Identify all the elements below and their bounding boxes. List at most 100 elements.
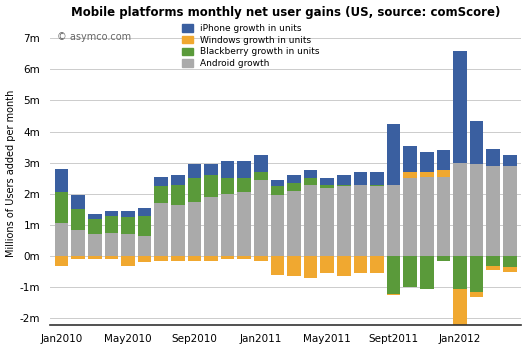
Text: © asymco.com: © asymco.com bbox=[57, 32, 131, 42]
Bar bbox=[503, 155, 516, 166]
Bar bbox=[436, 150, 450, 170]
Bar bbox=[420, 172, 434, 177]
Bar bbox=[55, 169, 69, 192]
Bar bbox=[486, 149, 500, 166]
Bar bbox=[88, 234, 102, 256]
Bar bbox=[337, 175, 350, 184]
Bar bbox=[171, 256, 184, 261]
Bar bbox=[470, 121, 483, 164]
Bar bbox=[204, 256, 218, 261]
Bar bbox=[55, 223, 69, 256]
Bar bbox=[121, 211, 135, 217]
Bar bbox=[387, 256, 401, 294]
Bar bbox=[270, 256, 284, 275]
Bar bbox=[436, 256, 450, 261]
Bar bbox=[138, 236, 151, 256]
Bar bbox=[154, 203, 168, 256]
Bar bbox=[354, 172, 367, 184]
Bar bbox=[304, 170, 317, 178]
Bar bbox=[403, 172, 417, 178]
Bar bbox=[470, 292, 483, 297]
Bar bbox=[237, 161, 251, 178]
Bar bbox=[188, 178, 201, 202]
Bar bbox=[470, 256, 483, 292]
Bar bbox=[370, 186, 384, 256]
Bar bbox=[254, 172, 268, 180]
Bar bbox=[287, 183, 301, 191]
Bar bbox=[88, 219, 102, 234]
Bar bbox=[337, 184, 350, 186]
Bar bbox=[420, 152, 434, 172]
Bar bbox=[287, 256, 301, 276]
Bar bbox=[104, 256, 118, 259]
Bar bbox=[370, 256, 384, 273]
Bar bbox=[121, 217, 135, 234]
Bar bbox=[237, 192, 251, 256]
Bar bbox=[138, 216, 151, 236]
Bar bbox=[254, 180, 268, 256]
Bar bbox=[287, 191, 301, 256]
Bar bbox=[204, 164, 218, 175]
Bar bbox=[138, 208, 151, 216]
Bar bbox=[71, 230, 85, 256]
Bar bbox=[304, 178, 317, 184]
Bar bbox=[354, 256, 367, 273]
Bar bbox=[88, 214, 102, 219]
Bar bbox=[503, 166, 516, 256]
Bar bbox=[503, 256, 516, 267]
Bar bbox=[270, 186, 284, 195]
Bar bbox=[237, 178, 251, 192]
Bar bbox=[171, 184, 184, 205]
Bar bbox=[204, 197, 218, 256]
Bar bbox=[71, 256, 85, 259]
Bar bbox=[254, 256, 268, 261]
Bar bbox=[270, 195, 284, 256]
Bar bbox=[486, 256, 500, 266]
Bar bbox=[171, 175, 184, 184]
Bar bbox=[420, 256, 434, 289]
Bar bbox=[436, 177, 450, 256]
Bar bbox=[154, 186, 168, 203]
Bar bbox=[337, 186, 350, 256]
Bar bbox=[55, 192, 69, 223]
Bar bbox=[88, 256, 102, 259]
Bar bbox=[387, 124, 401, 184]
Bar bbox=[320, 188, 334, 256]
Bar bbox=[287, 175, 301, 183]
Bar bbox=[104, 211, 118, 216]
Bar bbox=[221, 161, 235, 178]
Bar bbox=[138, 256, 151, 262]
Bar bbox=[71, 195, 85, 209]
Bar bbox=[270, 180, 284, 186]
Bar bbox=[154, 177, 168, 186]
Bar bbox=[453, 256, 467, 289]
Bar bbox=[237, 256, 251, 259]
Legend: iPhone growth in units, Windows growth in units, Blackberry growth in units, And: iPhone growth in units, Windows growth i… bbox=[182, 24, 319, 68]
Bar bbox=[121, 234, 135, 256]
Bar bbox=[387, 294, 401, 295]
Bar bbox=[403, 146, 417, 172]
Bar bbox=[320, 184, 334, 188]
Bar bbox=[104, 233, 118, 256]
Bar bbox=[403, 256, 417, 287]
Bar bbox=[221, 256, 235, 259]
Bar bbox=[436, 170, 450, 177]
Bar bbox=[71, 209, 85, 230]
Bar bbox=[453, 289, 467, 346]
Bar bbox=[337, 256, 350, 276]
Bar bbox=[104, 216, 118, 233]
Bar bbox=[420, 177, 434, 256]
Bar bbox=[503, 267, 516, 272]
Bar bbox=[320, 178, 334, 184]
Title: Mobile platforms monthly net user gains (US, source: comScore): Mobile platforms monthly net user gains … bbox=[71, 6, 500, 19]
Bar bbox=[370, 172, 384, 184]
Bar bbox=[304, 256, 317, 278]
Bar bbox=[254, 155, 268, 172]
Bar bbox=[453, 50, 467, 163]
Bar bbox=[470, 164, 483, 256]
Bar bbox=[204, 175, 218, 197]
Bar bbox=[188, 164, 201, 178]
Bar bbox=[320, 256, 334, 273]
Bar bbox=[486, 166, 500, 256]
Bar bbox=[453, 163, 467, 256]
